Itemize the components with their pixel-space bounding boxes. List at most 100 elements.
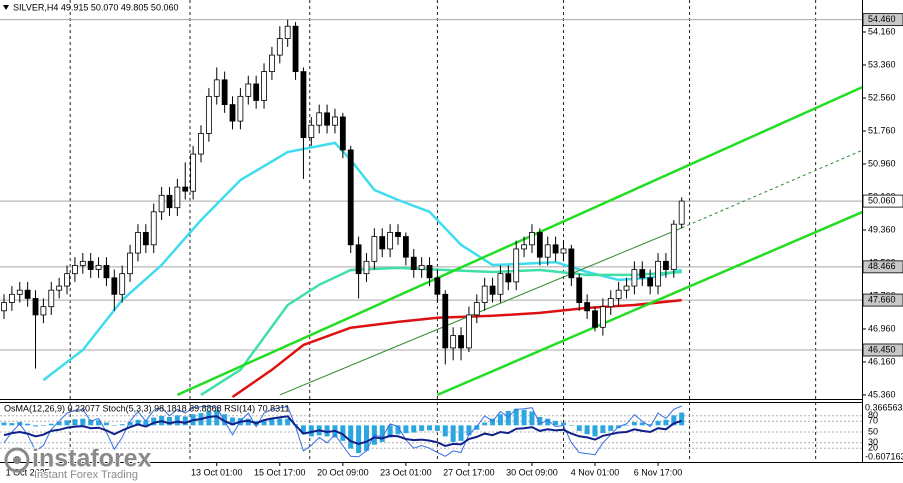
candle-body [592,310,598,328]
candle-body [119,273,126,295]
osma-bar [671,415,677,426]
osma-bar [379,425,385,442]
candle-body [481,285,488,303]
osma-bar [553,420,559,426]
moving-average [42,141,683,382]
candle-body [276,38,283,56]
candle-body [623,285,630,291]
osc-tick-label: 30 [868,437,878,447]
rsi-line [3,415,683,448]
candle-body [237,95,244,122]
chart-header: SILVER,H4 49.915 50.070 49.805 50.060 [13,2,178,12]
osma-bar [1,422,7,426]
candle-body [324,112,330,126]
osma-bar [608,425,614,431]
level-label: 46.450 [868,344,896,354]
candle-body [418,265,425,270]
osma-bar [387,425,393,438]
candle-body [607,298,614,308]
candle-body [466,314,472,349]
osma-bar [222,414,228,426]
main-layer [1,19,864,399]
trend-line [279,227,682,396]
y-tick-label: 50.960 [868,158,896,168]
osma-bar [647,424,653,426]
osma-bar [88,419,94,426]
level-label: 47.660 [868,294,896,304]
candle-body [663,260,669,270]
stoch-line [3,405,682,458]
osma-bar [9,423,15,426]
candle-body [332,116,338,126]
candle-body [434,277,441,295]
candle-body [221,79,228,105]
osma-bar [600,425,606,434]
osma-bar [450,425,456,442]
candle-body [79,260,86,266]
osma-bar [214,410,220,426]
candle-body [48,289,55,308]
osma-bar [529,411,535,426]
candle-body [95,265,102,270]
candle-body [142,232,149,246]
osma-bar [96,420,102,426]
osma-bar [174,415,180,426]
osma-bar [48,423,54,426]
osma-bar [363,425,369,451]
osma-bar [300,425,306,434]
osma-bar [458,425,464,441]
osma-bar [545,418,551,426]
candle-body [584,302,591,312]
osc-tick-label: 80 [868,410,878,420]
menu-triangle [3,5,9,10]
osma-bar [584,425,590,435]
y-tick-label: 52.560 [868,92,896,102]
osc-tick-label: 70 [868,416,878,426]
level-label: 50.060 [868,195,896,205]
osma-bar [348,425,354,449]
candle-body [64,273,70,287]
osma-bar [25,423,31,426]
osma-bar [277,418,283,426]
osma-bar [285,418,291,426]
y-tick-label: 54.160 [868,26,896,36]
trend-line [176,85,864,397]
x-tick-label: 20 Oct 09:00 [317,467,369,477]
candle-body [678,200,685,225]
y-tick-label: 46.160 [868,356,896,366]
osma-bar [482,422,488,426]
y-tick-label: 49.360 [868,224,896,234]
candle-body [529,232,535,246]
candle-body [111,277,118,295]
candle-body [521,244,527,250]
y-tick-label: 53.360 [868,59,896,69]
osma-bar [269,419,275,426]
candle-body [1,302,7,312]
candle-body [269,54,275,72]
osma-bar [182,416,188,426]
osma-bar [592,425,598,437]
osc-tick-label: 50 [868,426,878,436]
y-tick-label: 45.360 [868,389,896,399]
osma-bar [308,425,314,437]
candle-body [190,153,197,192]
candle-body [371,236,378,262]
osma-limit-label: 0.366563 [865,402,903,412]
osma-bar [166,417,172,426]
osma-bar [143,420,149,426]
osma-bar [663,419,669,426]
candle-body [16,289,23,295]
osma-bar [576,425,582,431]
osma-bar [521,409,527,426]
candle-body [316,112,323,126]
candle-body [568,248,575,279]
candle-body [402,236,409,258]
candle-body [458,335,464,349]
osma-bar [127,422,133,426]
candle-body [655,260,661,287]
candle-body [24,289,31,299]
osma-limit-label: -0.607163 [865,451,903,461]
osma-bar [639,422,645,426]
